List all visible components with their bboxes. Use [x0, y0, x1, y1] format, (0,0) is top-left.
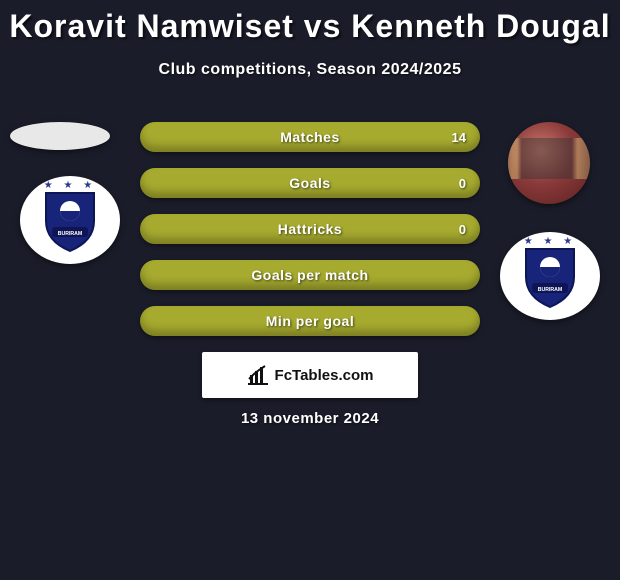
crest-stars-icon: ★ ★ ★ — [20, 180, 120, 191]
shield-icon: BURIRAM — [42, 187, 98, 253]
date-label: 13 november 2024 — [0, 410, 620, 427]
source-badge: FcTables.com — [202, 352, 418, 398]
stat-row-hattricks: Hattricks 0 — [140, 214, 480, 244]
player-right-photo — [508, 122, 590, 204]
club-crest-right: ★ ★ ★ BURIRAM — [500, 232, 600, 320]
svg-text:BURIRAM: BURIRAM — [538, 287, 563, 293]
stat-label: Hattricks — [278, 221, 342, 237]
stat-row-matches: Matches 14 — [140, 122, 480, 152]
page-title: Koravit Namwiset vs Kenneth Dougal — [0, 0, 620, 45]
stat-label: Matches — [280, 129, 340, 145]
stats-panel: Matches 14 Goals 0 Hattricks 0 Goals per… — [140, 122, 480, 352]
stat-row-min-per-goal: Min per goal — [140, 306, 480, 336]
stat-label: Min per goal — [266, 313, 354, 329]
crest-stars-icon: ★ ★ ★ — [500, 236, 600, 247]
stat-label: Goals per match — [251, 267, 368, 283]
barchart-icon — [247, 365, 269, 385]
stat-right-value: 0 — [459, 176, 466, 191]
player-left-photo — [10, 122, 110, 150]
stat-row-goals: Goals 0 — [140, 168, 480, 198]
shield-icon: BURIRAM — [522, 243, 578, 309]
stat-row-goals-per-match: Goals per match — [140, 260, 480, 290]
stat-right-value: 14 — [452, 130, 466, 145]
club-crest-left: ★ ★ ★ BURIRAM — [20, 176, 120, 264]
stat-right-value: 0 — [459, 222, 466, 237]
subtitle: Club competitions, Season 2024/2025 — [0, 61, 620, 79]
svg-text:BURIRAM: BURIRAM — [58, 231, 83, 237]
stat-label: Goals — [289, 175, 330, 191]
source-label: FcTables.com — [275, 367, 374, 384]
